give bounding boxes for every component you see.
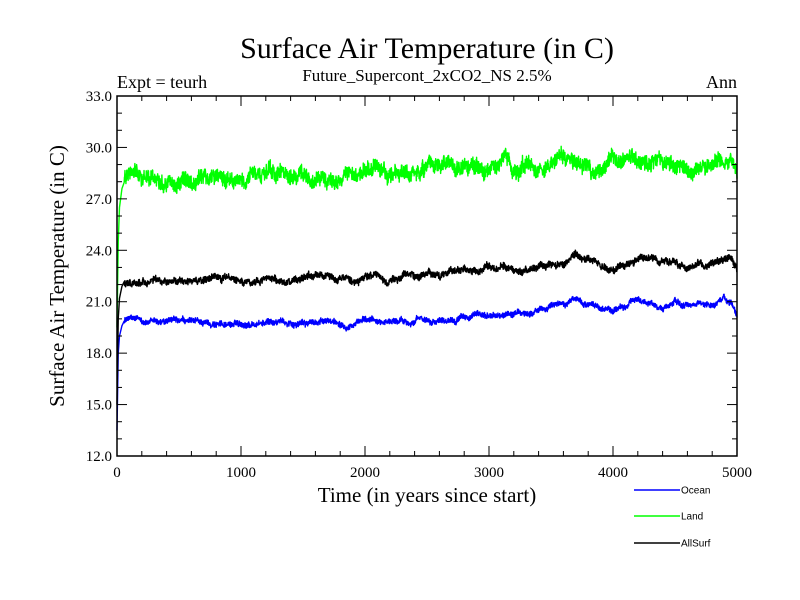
x-tick-label: 3000 — [474, 465, 504, 481]
y-tick-label: 18.0 — [86, 346, 112, 362]
y-tick-label: 21.0 — [86, 295, 112, 311]
x-tick-label: 4000 — [598, 465, 628, 481]
y-tick-label: 30.0 — [86, 140, 112, 156]
y-tick-label: 24.0 — [86, 243, 112, 259]
x-axis-label: Time (in years since start) — [318, 483, 537, 507]
series-line-allsurf — [116, 249, 738, 405]
chart-title: Surface Air Temperature (in C) — [240, 32, 614, 65]
y-axis-label: Surface Air Temperature (in C) — [45, 145, 69, 407]
y-tick-label: 15.0 — [86, 398, 112, 414]
legend: Ocean Land AllSurf — [634, 486, 711, 550]
chart-subtitle: Future_Supercont_2xCO2_NS 2.5% — [302, 66, 551, 85]
y-tick-label: 33.0 — [86, 89, 112, 105]
legend-label-allsurf: AllSurf — [681, 539, 711, 550]
y-tick-label: 27.0 — [86, 192, 112, 208]
x-tick-label: 2000 — [350, 465, 380, 481]
plot-frame — [116, 95, 738, 457]
x-tick-label: 0 — [113, 465, 121, 481]
axis-ticks: 0 1000 2000 3000 4000 5000 12.0 15.0 18.0 21.0 24.… — [86, 89, 752, 481]
y-tick-label: 12.0 — [86, 449, 112, 465]
x-tick-label: 1000 — [226, 465, 256, 481]
plot-data — [116, 145, 738, 431]
legend-label-land: Land — [681, 512, 703, 523]
series-line-ocean — [116, 293, 738, 431]
legend-label-ocean: Ocean — [681, 486, 710, 497]
series-line-land — [116, 145, 738, 328]
season-label: Ann — [706, 72, 737, 92]
experiment-label: Expt = teurh — [117, 72, 207, 92]
x-tick-label: 5000 — [722, 465, 752, 481]
